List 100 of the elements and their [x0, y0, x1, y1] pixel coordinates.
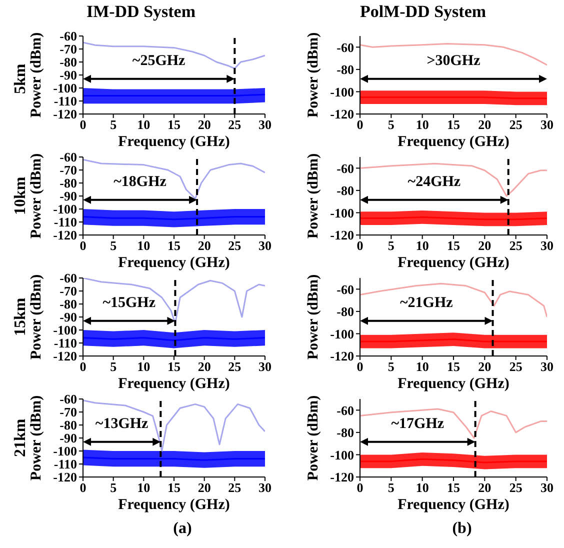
x-axis-title: Frequency (GHz) [398, 255, 510, 271]
x-tick-label: 30 [258, 480, 272, 496]
x-tick-label: 0 [356, 359, 364, 374]
x-tick-label: 0 [80, 480, 86, 496]
y-tick-label: -80 [336, 62, 354, 78]
x-tick-label: 10 [416, 480, 429, 496]
text: (b) [451, 520, 473, 538]
y-axis-title: Power (dBm) [28, 153, 44, 239]
y-tick-label: -120 [330, 348, 354, 364]
chart-title: IM-DD System [85, 2, 197, 22]
x-tick-label: 0 [356, 117, 364, 132]
x-tick-label: 10 [137, 117, 150, 132]
x-tick-label: 5 [388, 480, 395, 496]
ref-line-label: ~21GHz [400, 294, 454, 311]
y-tick-label: -80 [60, 296, 77, 312]
y-tick-label: -100 [330, 447, 354, 462]
x-tick-label: 20 [478, 117, 492, 132]
y-tick-label: -110 [54, 214, 77, 230]
x-tick-label: 15 [168, 238, 181, 254]
x-tick-label: 25 [509, 359, 523, 374]
y-tick-label: -120 [330, 228, 354, 243]
x-tick-label: 15 [447, 238, 460, 254]
line-series [360, 162, 547, 197]
x-tick-label: 30 [540, 238, 554, 254]
ref-line-label: ~25GHz [132, 52, 186, 69]
ref-line-label: ~18GHz [114, 174, 167, 190]
x-tick-label: 25 [228, 238, 242, 254]
x-axis-title: Frequency (GHz) [118, 497, 230, 513]
text: 5km [12, 64, 30, 94]
y-tick-label: -60 [60, 270, 77, 286]
x-axis-title: Frequency (GHz) [398, 376, 510, 392]
y-tick-label: -60 [60, 392, 77, 407]
x-tick-label: 5 [388, 238, 395, 254]
y-tick-label: -80 [60, 418, 77, 433]
x-tick-label: 10 [137, 480, 150, 496]
y-tick-label: -110 [54, 456, 77, 472]
x-tick-label: 25 [228, 359, 242, 374]
x-tick-label: 10 [137, 359, 150, 374]
y-axis-title: Power (dBm) [28, 395, 44, 481]
x-axis-title: Frequency (GHz) [118, 134, 230, 150]
y-axis-title: Power (dBm) [305, 395, 322, 481]
y-axis-title: Power (dBm) [28, 32, 44, 118]
y-tick-label: -100 [330, 84, 354, 100]
x-tick-label: 25 [228, 480, 242, 496]
x-tick-label: 25 [228, 117, 242, 132]
x-tick-label: 20 [478, 238, 492, 254]
y-tick-label: -60 [336, 160, 354, 176]
y-tick-label: -70 [60, 42, 77, 57]
line-series [360, 282, 547, 318]
x-tick-label: 30 [258, 117, 272, 132]
x-tick-label: 0 [80, 117, 86, 132]
x-tick-label: 30 [540, 480, 554, 496]
line-series [360, 408, 547, 439]
x-tick-label: 20 [478, 480, 492, 496]
x-tick-label: 15 [168, 359, 181, 374]
x-tick-label: 5 [110, 359, 118, 374]
x-tick-label: 10 [416, 238, 429, 254]
y-tick-label: -80 [336, 304, 354, 320]
x-tick-label: 0 [80, 359, 86, 374]
ref-line-label: ~17GHz [391, 416, 444, 432]
y-tick-label: -80 [336, 425, 354, 440]
y-axis-title: Power (dBm) [305, 32, 322, 118]
y-tick-label: -90 [60, 310, 77, 325]
x-tick-label: 30 [258, 238, 272, 254]
x-axis-title: Frequency (GHz) [118, 376, 230, 392]
x-tick-label: 0 [356, 238, 364, 254]
x-axis-title: Frequency (GHz) [398, 497, 510, 513]
x-tick-label: 25 [509, 238, 523, 254]
x-tick-label: 15 [447, 480, 460, 496]
ref-line-label: ~24GHz [408, 174, 461, 190]
line-series [83, 158, 265, 200]
y-tick-label: -90 [60, 188, 77, 204]
x-tick-label: 20 [198, 480, 211, 496]
y-tick-label: -120 [53, 106, 77, 122]
ref-line-label: ~13GHz [95, 416, 149, 432]
x-tick-label: 15 [168, 480, 181, 496]
x-tick-label: 5 [110, 117, 118, 132]
y-tick-label: -70 [60, 162, 77, 178]
x-tick-label: 20 [198, 359, 211, 374]
x-tick-label: 20 [478, 359, 492, 374]
x-tick-label: 0 [356, 480, 364, 496]
x-axis-title: Frequency (GHz) [398, 134, 510, 150]
x-tick-label: 30 [540, 117, 554, 132]
x-tick-label: 10 [416, 359, 429, 374]
y-tick-label: -120 [330, 470, 354, 485]
text: (a) [172, 520, 193, 538]
y-tick-label: -80 [60, 54, 77, 70]
x-tick-label: 25 [509, 117, 523, 132]
x-tick-label: 30 [258, 359, 272, 374]
y-tick-label: -60 [336, 40, 354, 55]
x-tick-label: 10 [416, 117, 429, 132]
x-tick-label: 15 [168, 117, 181, 132]
text: 15km [12, 298, 30, 336]
y-axis-title: Power (dBm) [305, 274, 322, 360]
y-tick-label: -100 [53, 202, 77, 217]
y-tick-label: -60 [60, 28, 77, 44]
x-tick-label: 5 [110, 238, 118, 254]
line-series [83, 278, 265, 324]
x-tick-label: 25 [509, 480, 523, 496]
x-tick-label: 15 [447, 117, 460, 132]
